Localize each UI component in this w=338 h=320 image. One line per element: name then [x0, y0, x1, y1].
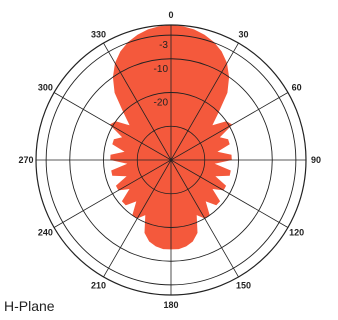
angle-label-90: 90 — [311, 155, 321, 165]
angle-label-210: 210 — [91, 281, 106, 291]
ring-label-0: -3 — [159, 40, 168, 51]
ring-label-2: -20 — [154, 98, 169, 109]
angle-label-300: 300 — [38, 83, 53, 93]
spoke-150 — [103, 42, 239, 278]
angle-label-180: 180 — [163, 300, 178, 310]
angle-label-120: 120 — [289, 228, 304, 238]
angle-label-270: 270 — [18, 155, 33, 165]
angle-label-330: 330 — [91, 29, 106, 39]
polar-grid — [35, 24, 307, 296]
plane-label: H-Plane — [4, 298, 55, 314]
angle-label-240: 240 — [38, 228, 53, 238]
ring-label-1: -10 — [154, 64, 169, 75]
angle-label-30: 30 — [238, 29, 248, 39]
angle-label-150: 150 — [236, 281, 251, 291]
angle-label-60: 60 — [292, 83, 302, 93]
angle-label-0: 0 — [168, 10, 173, 20]
polar-labels: 0 30 60 90 120 150 180 210 240 270 300 330 -3 -10 -20 — [18, 10, 321, 310]
